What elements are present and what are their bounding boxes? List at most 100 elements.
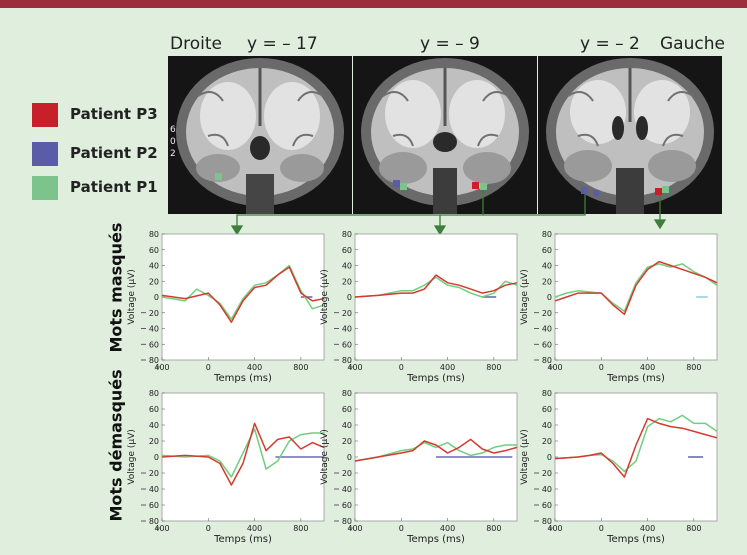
heading-gauche: Gauche <box>660 34 725 54</box>
x-tick-label: 0 <box>206 524 211 533</box>
x-tick-label: 0 <box>399 363 404 372</box>
y-tick-label: 20 <box>149 469 159 478</box>
y-tick-label: 0 <box>154 453 159 462</box>
y-tick-label: 60 <box>342 340 352 349</box>
x-tick-label: 400 <box>247 524 262 533</box>
y-tick-label: 20 <box>542 437 552 446</box>
x-tick-label: 400 <box>440 524 455 533</box>
y-tick-label: 40 <box>542 262 552 271</box>
x-tick-label: 400 <box>154 363 169 372</box>
series-line-red <box>161 266 325 323</box>
series-line-green <box>354 441 517 462</box>
x-tick-label: 800 <box>686 524 701 533</box>
y-tick-label: 60 <box>342 405 352 414</box>
y-tick-label: 20 <box>342 469 352 478</box>
y-tick-label: 20 <box>542 469 552 478</box>
arrow-icon <box>433 225 447 236</box>
x-tick-label: 800 <box>686 363 701 372</box>
y-axis-label: Voltage (µV) <box>127 269 137 325</box>
series-line-green <box>161 264 325 320</box>
x-tick-label: 400 <box>347 363 362 372</box>
heading-slice-2: y = – 9 <box>420 34 480 54</box>
y-tick-label: 80 <box>342 389 352 398</box>
y-tick-label: 60 <box>342 246 352 255</box>
x-tick-label: 0 <box>399 524 404 533</box>
series-line-red <box>354 274 518 298</box>
y-tick-label: 40 <box>149 262 159 271</box>
arrow-icon <box>653 219 667 230</box>
series-line-green <box>161 428 324 478</box>
electrode-p3-slice2 <box>472 182 479 189</box>
series-line-green <box>354 276 518 298</box>
legend-swatch-p3 <box>32 103 58 127</box>
electrode-p2-slice3b <box>593 190 599 196</box>
x-tick-label: 0 <box>599 524 604 533</box>
y-tick-label: 40 <box>542 421 552 430</box>
y-tick-label: 80 <box>342 356 352 365</box>
x-tick-label: 400 <box>154 524 169 533</box>
y-tick-label: 80 <box>149 389 159 398</box>
electrode-p1-slice1 <box>215 173 222 180</box>
y-tick-label: 40 <box>149 485 159 494</box>
y-tick-label: 60 <box>542 340 552 349</box>
x-axis-label: Temps (ms) <box>406 534 465 545</box>
y-tick-label: 20 <box>342 309 352 318</box>
x-tick-label: 800 <box>293 524 308 533</box>
x-tick-label: 400 <box>547 524 562 533</box>
y-tick-label: 20 <box>542 277 552 286</box>
heading-slice-1: y = – 17 <box>247 34 318 54</box>
y-tick-label: 20 <box>342 437 352 446</box>
electrode-p2-slice2a <box>393 180 400 187</box>
electrode-p3-slice3 <box>655 188 662 195</box>
y-tick-label: 60 <box>149 405 159 414</box>
y-tick-label: 80 <box>542 389 552 398</box>
x-tick-label: 400 <box>247 363 262 372</box>
y-tick-label: 40 <box>342 485 352 494</box>
series-line-green <box>554 263 718 312</box>
y-tick-label: 60 <box>542 246 552 255</box>
mri-slice-2 <box>353 56 537 214</box>
plot-area <box>161 233 325 361</box>
heading-slice-3: y = – 2 <box>580 34 640 54</box>
x-tick-label: 400 <box>547 363 562 372</box>
y-tick-label: 20 <box>149 309 159 318</box>
x-tick-label: 800 <box>486 363 501 372</box>
y-tick-label: 80 <box>542 517 552 526</box>
arrow-icon <box>230 225 244 236</box>
x-axis-label: Temps (ms) <box>213 373 272 384</box>
y-tick-label: 0 <box>547 293 552 302</box>
mri-scale: 6 0 2 <box>170 125 176 159</box>
y-tick-label: 80 <box>342 517 352 526</box>
electrode-p1-slice3 <box>662 186 669 193</box>
y-tick-label: 80 <box>149 356 159 365</box>
y-tick-label: 80 <box>149 517 159 526</box>
y-tick-label: 40 <box>342 262 352 271</box>
x-tick-label: 400 <box>347 524 362 533</box>
series-line-red <box>554 417 718 478</box>
y-tick-label: 20 <box>342 277 352 286</box>
y-tick-label: 20 <box>149 437 159 446</box>
y-tick-label: 0 <box>154 293 159 302</box>
y-axis-label: Voltage (µV) <box>520 269 530 325</box>
x-tick-label: 400 <box>640 524 655 533</box>
y-tick-label: 40 <box>149 325 159 334</box>
header-bar <box>0 0 747 8</box>
y-tick-label: 60 <box>542 405 552 414</box>
y-tick-label: 80 <box>342 230 352 239</box>
x-axis-label: Temps (ms) <box>406 373 465 384</box>
y-tick-label: 0 <box>347 453 352 462</box>
mri-slice-1 <box>168 56 352 214</box>
x-tick-label: 400 <box>440 363 455 372</box>
plot-area <box>554 233 718 361</box>
y-tick-label: 20 <box>542 309 552 318</box>
y-tick-label: 60 <box>542 501 552 510</box>
y-axis-label: Voltage (µV) <box>320 429 330 485</box>
y-tick-label: 80 <box>149 230 159 239</box>
y-axis-label: Voltage (µV) <box>127 429 137 485</box>
y-tick-label: 40 <box>149 421 159 430</box>
series-line-red <box>161 422 325 486</box>
